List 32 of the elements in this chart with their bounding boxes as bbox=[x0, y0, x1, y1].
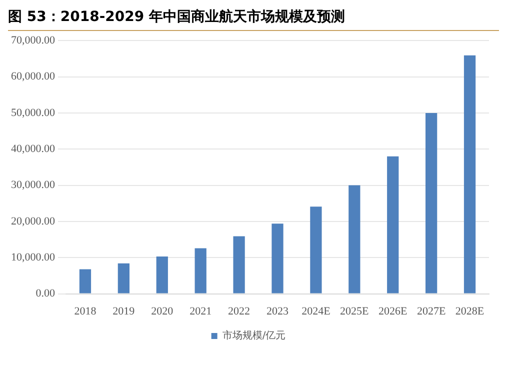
bar bbox=[272, 224, 284, 294]
bar bbox=[464, 55, 476, 294]
bar bbox=[79, 269, 92, 294]
y-tick-label: 10,000.00 bbox=[11, 252, 56, 264]
x-tick-label: 2025E bbox=[340, 305, 370, 318]
x-tick-label: 2018 bbox=[74, 305, 97, 318]
bar bbox=[348, 185, 360, 294]
bar bbox=[310, 206, 322, 294]
x-tick-label: 2024E bbox=[302, 305, 331, 318]
y-tick-label: 20,000.00 bbox=[11, 215, 56, 228]
y-tick-label: 40,000.00 bbox=[11, 143, 56, 156]
bar bbox=[233, 236, 245, 294]
y-tick-label: 30,000.00 bbox=[11, 179, 56, 192]
x-tick-label: 2023 bbox=[266, 305, 289, 318]
bar bbox=[194, 248, 206, 294]
x-tick-label: 2021 bbox=[190, 305, 212, 318]
x-tick-label: 2027E bbox=[416, 305, 446, 318]
chart-title: 图 53：2018-2029 年中国商业航天市场规模及预测 bbox=[8, 8, 499, 31]
bar bbox=[156, 256, 168, 294]
y-tick-label: 50,000.00 bbox=[11, 106, 56, 119]
legend-label: 市场规模/亿元 bbox=[222, 330, 286, 342]
x-tick-label: 2020 bbox=[151, 305, 174, 318]
x-tick-label: 2019 bbox=[112, 305, 136, 318]
x-tick-label: 2028E bbox=[455, 305, 484, 318]
y-tick-label: 0.00 bbox=[36, 288, 56, 300]
bar bbox=[118, 263, 130, 294]
x-tick-label: 2026E bbox=[378, 305, 408, 318]
y-tick-label: 70,000.00 bbox=[11, 34, 56, 46]
bar bbox=[426, 112, 438, 294]
bar bbox=[387, 156, 399, 294]
y-tick-label: 60,000.00 bbox=[11, 70, 56, 83]
x-tick-label: 2022 bbox=[228, 305, 250, 318]
